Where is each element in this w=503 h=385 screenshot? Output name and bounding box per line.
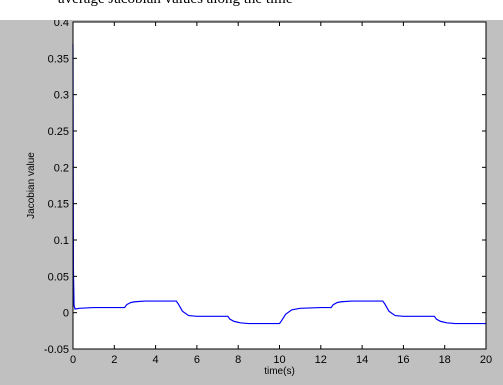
y-axis-label: Jacobian value (26, 152, 37, 219)
y-tick-label: 0 (63, 308, 69, 320)
y-tick-label: 0.15 (48, 199, 69, 211)
y-tick-label: -0.05 (44, 344, 69, 356)
x-tick-label: 20 (480, 354, 492, 366)
x-tick-label: 12 (315, 354, 327, 366)
figure-caption: average Jacobian values along the time (58, 0, 293, 8)
y-tick-label: 0.25 (48, 126, 69, 138)
y-tick-label: 0.05 (48, 271, 69, 283)
x-tick-label: 14 (356, 354, 368, 366)
y-tick-label: 0.35 (48, 53, 69, 65)
x-tick-label: 10 (273, 354, 285, 366)
y-tick-label: 0.2 (54, 162, 69, 174)
x-tick-label: 8 (235, 354, 241, 366)
x-tick-label: 4 (153, 354, 159, 366)
y-tick-label: 0.3 (54, 90, 69, 102)
y-axis-ticks: -0.05 0 0.05 0.1 0.15 0.2 0.25 0.3 0.35 0.4 (44, 17, 486, 356)
plot-area (73, 22, 486, 349)
series-layer (72, 43, 486, 325)
x-tick-label: 2 (111, 354, 117, 366)
x-axis-ticks: 0 2 4 6 8 10 12 14 16 18 20 (70, 22, 492, 366)
x-tick-label: 18 (439, 354, 451, 366)
y-tick-label: 0.4 (54, 17, 69, 29)
x-tick-label: 0 (70, 354, 76, 366)
series-line-1 (72, 43, 486, 325)
y-tick-label: 0.1 (54, 235, 69, 247)
x-tick-label: 6 (194, 354, 200, 366)
x-axis-label: time(s) (264, 366, 295, 377)
x-tick-label: 16 (397, 354, 409, 366)
caption-strip: average Jacobian values along the time (0, 0, 503, 20)
